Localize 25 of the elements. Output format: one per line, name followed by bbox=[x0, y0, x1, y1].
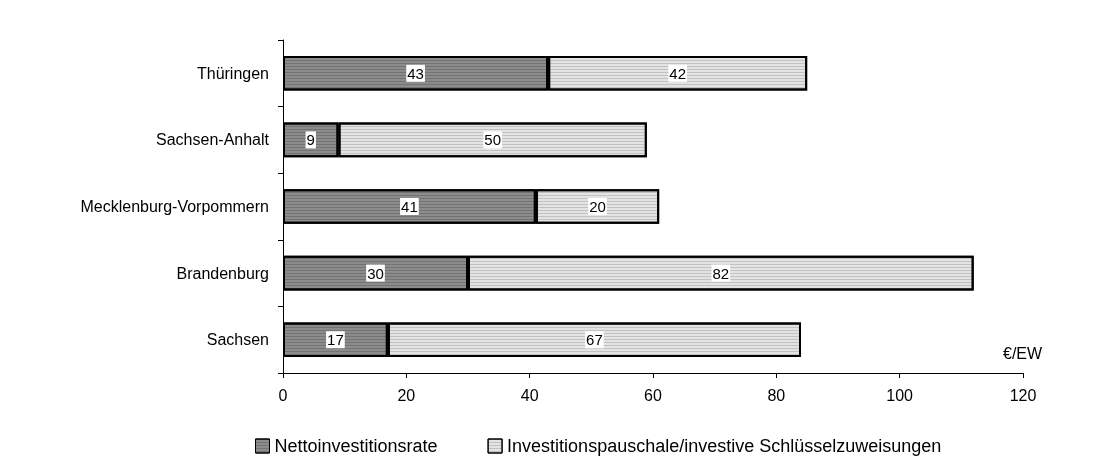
data-label: 20 bbox=[589, 198, 606, 215]
x-tick-label: 40 bbox=[520, 386, 539, 404]
data-label: 43 bbox=[407, 64, 424, 82]
x-tick-label: 120 bbox=[1009, 386, 1037, 404]
data-label: 17 bbox=[327, 331, 344, 349]
data-label: 82 bbox=[712, 264, 730, 282]
y-tick-label: Thüringen bbox=[196, 64, 269, 82]
data-label: 50 bbox=[484, 131, 502, 149]
y-tick-label: Brandenburg bbox=[176, 264, 269, 282]
x-tick-label: 20 bbox=[397, 386, 416, 404]
y-tick-label: Mecklenburg-Vorpommern bbox=[80, 198, 269, 215]
data-label: 41 bbox=[401, 198, 418, 215]
x-tick-label: 100 bbox=[886, 386, 914, 404]
y-tick-label: Sachsen-Anhalt bbox=[156, 131, 270, 149]
x-axis-title: €/EW bbox=[1003, 344, 1044, 362]
data-label: 30 bbox=[367, 264, 384, 282]
x-tick-label: 60 bbox=[644, 386, 662, 404]
x-tick-label: 0 bbox=[278, 386, 288, 404]
legend-label: Nettoinvestitionsrate bbox=[274, 436, 438, 456]
x-tick-label: 80 bbox=[767, 386, 786, 404]
data-label: 67 bbox=[586, 331, 603, 349]
data-label: 9 bbox=[306, 131, 315, 149]
data-label: 42 bbox=[669, 64, 687, 82]
y-tick-label: Sachsen bbox=[206, 331, 269, 349]
legend-label: Investitionspauschale/investive Schlüsselzuweisungen bbox=[507, 436, 942, 456]
